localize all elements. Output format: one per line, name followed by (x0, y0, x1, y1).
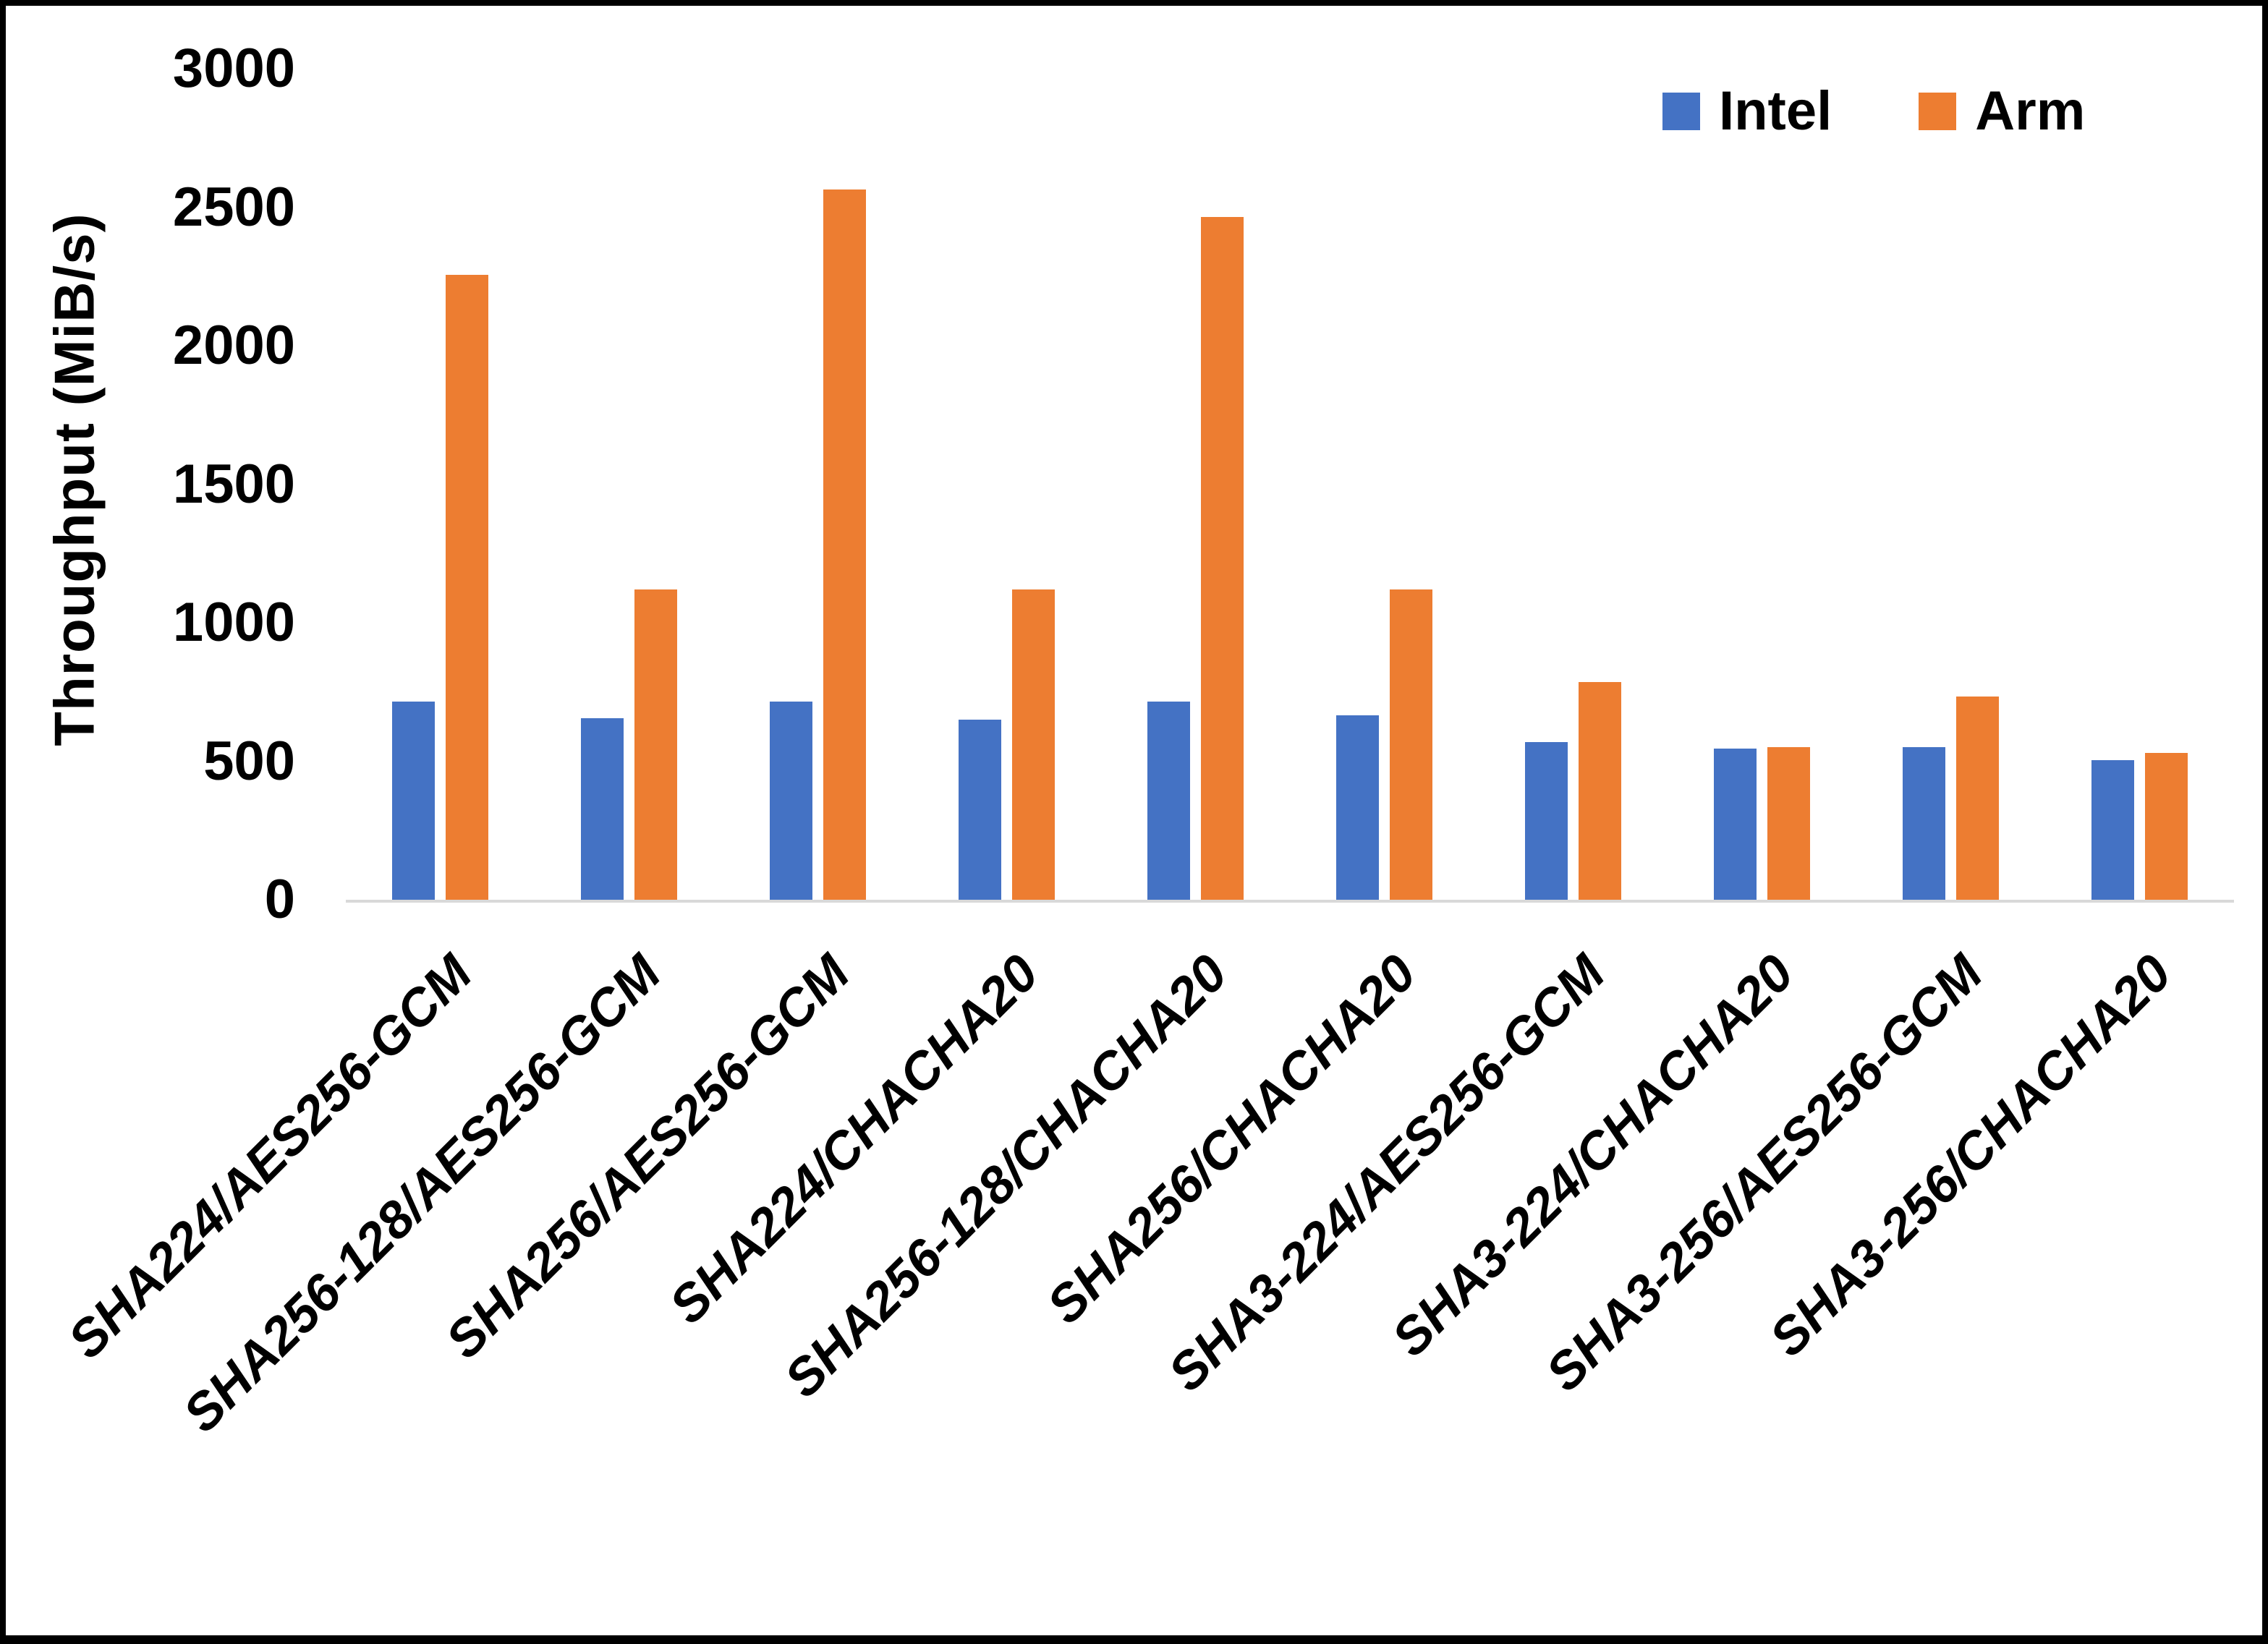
x-category-label: SHA256/CHACHA20 (1035, 944, 1427, 1335)
bar-arm (823, 189, 866, 900)
x-category-label: SHA224/CHACHA20 (658, 944, 1050, 1335)
bar-group (346, 69, 535, 900)
bar-arm (1012, 589, 1055, 900)
bar-arm (1201, 216, 1244, 900)
legend-swatch-arm-icon (1919, 93, 1957, 130)
legend: Intel Arm (1662, 84, 2085, 139)
bar-arm (1956, 696, 1999, 900)
bar-intel (1714, 749, 1757, 900)
bar-intel (1147, 702, 1190, 900)
bar-intel (581, 718, 624, 900)
bar-arm (634, 589, 677, 900)
bar-intel (770, 702, 812, 900)
bar-intel (1336, 715, 1379, 900)
bar-group (723, 69, 912, 900)
legend-swatch-intel-icon (1662, 93, 1700, 130)
bar-intel (1903, 747, 1945, 900)
x-category-label: SHA3-256/CHACHA20 (1758, 944, 2183, 1368)
bar-intel (2091, 759, 2134, 900)
bar-group (1101, 69, 1290, 900)
plot-area (346, 69, 2234, 903)
bar-group (1668, 69, 1856, 900)
bar-group (535, 69, 723, 900)
y-tick-label: 500 (203, 730, 295, 792)
legend-item-intel: Intel (1662, 84, 1832, 139)
legend-item-arm: Arm (1919, 84, 2085, 139)
bar-group (912, 69, 1101, 900)
bar-arm (446, 275, 488, 900)
y-tick-label: 3000 (172, 38, 295, 99)
y-tick-label: 2000 (172, 315, 295, 376)
bar-arm (1767, 747, 1810, 900)
bar-intel (1525, 741, 1568, 900)
bar-group (1290, 69, 1479, 900)
bar-intel (959, 720, 1001, 900)
bar-group (1856, 69, 2045, 900)
legend-label: Intel (1719, 80, 1832, 142)
y-tick-label: 2500 (172, 176, 295, 238)
bar-group (2045, 69, 2234, 900)
legend-label: Arm (1975, 80, 2086, 142)
bar-group (1479, 69, 1668, 900)
y-tick-label: 1000 (172, 592, 295, 653)
bar-intel (392, 702, 435, 900)
y-tick-label: 0 (264, 869, 295, 930)
bar-arm (1390, 589, 1432, 900)
bar-arm (1579, 682, 1621, 900)
bar-arm (2145, 753, 2188, 900)
y-tick-label: 1500 (172, 453, 295, 515)
